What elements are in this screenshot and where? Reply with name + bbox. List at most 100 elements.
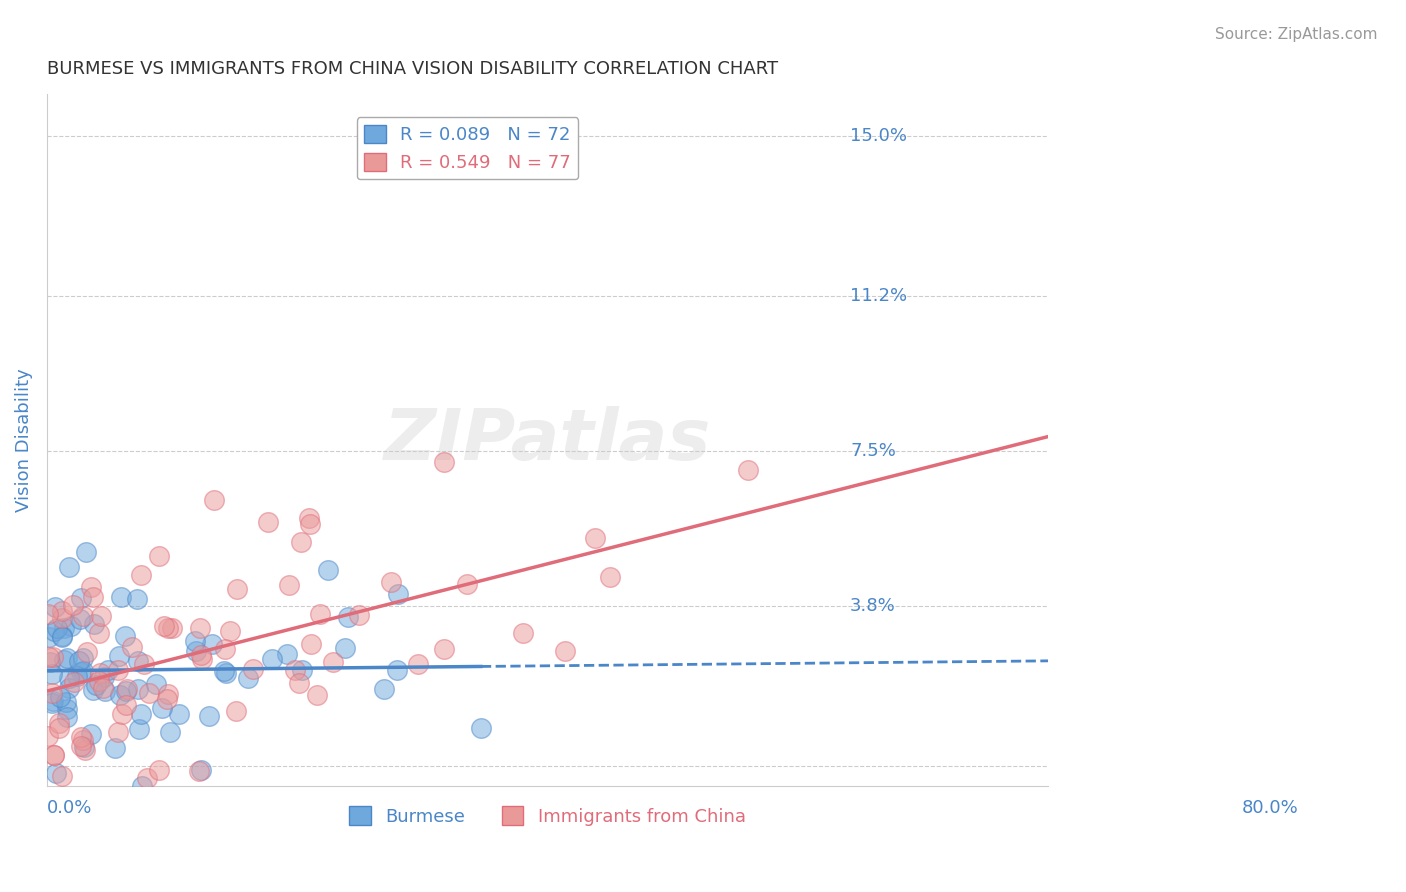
Burmese — [41, 696, 63, 710]
Immigrants from China — [256, 516, 278, 530]
Immigrants from China — [583, 532, 606, 546]
Burmese — [186, 643, 208, 657]
Burmese — [56, 710, 79, 724]
Burmese — [125, 592, 148, 607]
Burmese — [167, 706, 190, 721]
Burmese — [66, 669, 89, 683]
Immigrants from China — [59, 800, 82, 814]
Text: 80.0%: 80.0% — [1241, 799, 1299, 817]
Immigrants from China — [187, 764, 209, 778]
Immigrants from China — [138, 686, 160, 700]
Burmese — [55, 695, 77, 709]
Immigrants from China — [148, 549, 170, 563]
Immigrants from China — [121, 640, 143, 654]
Burmese — [45, 766, 67, 780]
Burmese — [51, 629, 73, 643]
Burmese — [110, 688, 132, 702]
Burmese — [201, 637, 224, 651]
Burmese — [387, 587, 409, 601]
Immigrants from China — [70, 730, 93, 744]
Immigrants from China — [129, 568, 152, 582]
Immigrants from China — [51, 604, 73, 618]
Immigrants from China — [156, 692, 179, 706]
Immigrants from China — [737, 463, 759, 477]
Y-axis label: Vision Disability: Vision Disability — [15, 368, 32, 512]
Burmese — [262, 651, 284, 665]
Burmese — [84, 678, 107, 692]
Immigrants from China — [87, 625, 110, 640]
Immigrants from China — [219, 624, 242, 639]
Burmese — [470, 722, 492, 736]
Immigrants from China — [298, 511, 321, 525]
Immigrants from China — [48, 721, 70, 735]
Immigrants from China — [90, 609, 112, 624]
Immigrants from China — [225, 705, 247, 719]
Burmese — [115, 684, 138, 698]
Immigrants from China — [347, 608, 370, 623]
Immigrants from China — [288, 676, 311, 690]
Immigrants from China — [599, 570, 621, 584]
Immigrants from China — [299, 517, 322, 532]
Burmese — [276, 647, 298, 661]
Burmese — [56, 651, 79, 665]
Burmese — [42, 624, 65, 639]
Immigrants from China — [148, 764, 170, 778]
Burmese — [94, 684, 117, 698]
Burmese — [52, 621, 75, 635]
Immigrants from China — [307, 688, 329, 702]
Immigrants from China — [190, 621, 212, 635]
Immigrants from China — [226, 582, 249, 596]
Immigrants from China — [42, 649, 65, 664]
Burmese — [58, 681, 80, 695]
Immigrants from China — [107, 663, 129, 677]
Immigrants from China — [156, 687, 179, 701]
Immigrants from China — [284, 663, 307, 677]
Burmese — [108, 649, 131, 664]
Immigrants from China — [42, 747, 65, 762]
Immigrants from China — [153, 619, 176, 633]
Burmese — [80, 727, 103, 741]
Burmese — [58, 671, 80, 685]
Immigrants from China — [278, 578, 301, 592]
Immigrants from China — [51, 610, 73, 624]
Text: 7.5%: 7.5% — [851, 442, 896, 460]
Immigrants from China — [111, 707, 134, 722]
Burmese — [131, 780, 153, 794]
Burmese — [56, 702, 79, 716]
Immigrants from China — [308, 607, 330, 621]
Burmese — [215, 666, 238, 681]
Immigrants from China — [299, 637, 322, 651]
Immigrants from China — [554, 644, 576, 658]
Burmese — [58, 559, 80, 574]
Immigrants from China — [190, 648, 212, 662]
Burmese — [52, 653, 75, 667]
Immigrants from China — [41, 686, 63, 700]
Burmese — [129, 706, 152, 721]
Burmese — [44, 599, 66, 614]
Immigrants from China — [76, 645, 98, 659]
Immigrants from China — [51, 769, 73, 783]
Immigrants from China — [87, 673, 110, 688]
Text: 15.0%: 15.0% — [851, 128, 907, 145]
Burmese — [127, 681, 149, 696]
Immigrants from China — [115, 681, 138, 696]
Burmese — [127, 653, 149, 667]
Burmese — [190, 764, 212, 778]
Burmese — [42, 694, 65, 708]
Burmese — [184, 634, 207, 648]
Immigrants from China — [89, 666, 111, 681]
Burmese — [159, 725, 181, 739]
Immigrants from China — [107, 725, 129, 739]
Burmese — [316, 563, 339, 577]
Burmese — [46, 622, 69, 636]
Immigrants from China — [160, 621, 183, 635]
Immigrants from China — [380, 574, 402, 589]
Immigrants from China — [44, 747, 66, 762]
Burmese — [72, 650, 94, 665]
Immigrants from China — [157, 621, 180, 635]
Burmese — [93, 670, 115, 684]
Immigrants from China — [91, 681, 114, 695]
Burmese — [83, 616, 105, 631]
Burmese — [75, 545, 97, 559]
Immigrants from China — [72, 609, 94, 624]
